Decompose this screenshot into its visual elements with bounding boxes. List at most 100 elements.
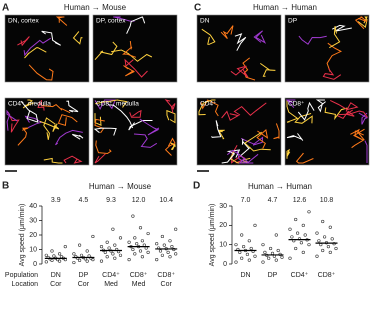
cell-track [221, 149, 241, 164]
data-point [44, 253, 48, 257]
data-point [274, 233, 278, 237]
data-point [323, 235, 327, 239]
y-tick-label: 20 [29, 232, 37, 239]
data-point [131, 247, 135, 252]
data-point [240, 233, 244, 237]
data-point [276, 248, 280, 253]
data-point [99, 245, 104, 249]
panel-title: Human → Human [253, 3, 317, 12]
data-point [91, 234, 95, 239]
data-point [319, 243, 323, 247]
data-point [105, 255, 109, 259]
cell-track [200, 99, 219, 117]
data-point [160, 253, 164, 257]
y-axis-label: Avg speed (μm/min) [209, 204, 216, 267]
microscopy-image [92, 97, 178, 166]
cell-track [17, 127, 29, 146]
data-point [307, 243, 311, 247]
data-point [111, 227, 115, 231]
data-point [238, 250, 242, 254]
data-point [303, 233, 307, 237]
data-point [334, 246, 338, 251]
data-point [57, 252, 62, 256]
data-point [168, 255, 172, 259]
data-point [99, 259, 104, 263]
chart-title: Human → Mouse [89, 182, 152, 191]
data-point [299, 241, 304, 245]
cell-track [94, 118, 105, 134]
cell-track [364, 140, 368, 163]
cell-track [244, 131, 271, 152]
cell-track [28, 64, 54, 81]
data-point [131, 214, 135, 218]
x-tick-label: CD8⁺ [318, 272, 336, 279]
data-point [107, 246, 111, 250]
data-point [234, 260, 238, 264]
data-point [174, 252, 178, 256]
y-tick-label: 40 [29, 203, 37, 210]
y-tick-label: 30 [29, 217, 37, 224]
data-point [118, 253, 123, 257]
data-point [133, 236, 137, 240]
panel-title: Human → Mouse [64, 3, 127, 12]
row-label: Location [12, 281, 39, 288]
cell-track [63, 155, 83, 164]
cell-track [286, 100, 299, 123]
data-point [242, 245, 246, 249]
cell-track [326, 42, 343, 72]
image-label: CD8⁺, medulla [96, 101, 139, 108]
data-point [261, 243, 265, 247]
data-point [261, 260, 265, 264]
data-point [321, 248, 325, 253]
data-point [146, 231, 150, 236]
location-label: Cor [161, 281, 173, 288]
cell-track [123, 65, 136, 77]
mean-label: 3.9 [51, 197, 61, 204]
data-point [63, 245, 67, 249]
cell-track [7, 111, 20, 133]
data-point [263, 250, 267, 254]
y-axis-label: Avg speed (μm/min) [19, 204, 26, 267]
cell-track [24, 47, 47, 59]
cell-track [41, 30, 61, 46]
cell-track [352, 128, 365, 141]
cell-track [93, 127, 117, 136]
data-point [253, 223, 257, 227]
cell-track [39, 120, 60, 132]
data-point [247, 258, 251, 262]
cell-track [139, 118, 160, 136]
data-point [59, 255, 64, 259]
data-point [317, 239, 321, 243]
y-tick-label: 0 [223, 261, 227, 268]
cell-track [55, 16, 68, 26]
cell-track [111, 49, 153, 62]
cell-track [285, 99, 296, 109]
cell-track [322, 68, 342, 80]
data-point [77, 243, 82, 247]
image-label: DP, cortex [96, 18, 126, 25]
data-point [247, 239, 251, 243]
data-point [111, 252, 115, 256]
cell-track [298, 35, 327, 45]
cell-track [95, 140, 112, 155]
cell-track [297, 101, 315, 121]
y-tick-label: 10 [219, 242, 227, 249]
x-tick-label: CD4⁺ [291, 272, 309, 279]
cell-track [198, 99, 216, 116]
panel-letter: B [2, 181, 9, 192]
x-tick-label: DN [240, 272, 250, 279]
mean-label: 7.0 [241, 197, 251, 204]
cell-track [24, 115, 43, 129]
location-label: Med [132, 281, 146, 288]
mean-label: 10.8 [320, 197, 334, 204]
x-tick-label: CD8⁺ [130, 272, 148, 279]
cell-track [128, 120, 153, 131]
data-point [155, 242, 159, 246]
data-point [315, 231, 319, 235]
cell-track [42, 103, 71, 114]
data-point [44, 260, 48, 264]
data-point [294, 246, 298, 251]
cell-track [57, 114, 78, 127]
cell-track [226, 149, 251, 164]
